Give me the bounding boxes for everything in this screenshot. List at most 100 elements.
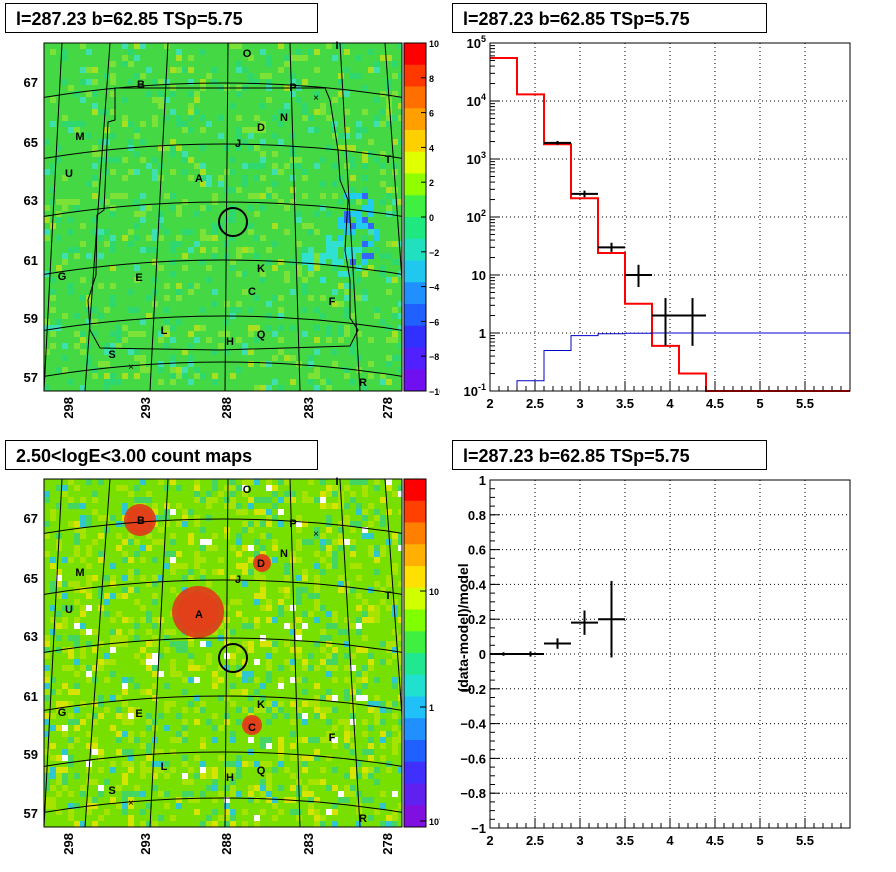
map-pixel — [380, 545, 386, 551]
map-pixel — [254, 127, 260, 133]
map-pixel — [320, 713, 326, 719]
map-pixel — [194, 485, 200, 491]
map-pixel — [104, 379, 110, 385]
map-pixel — [392, 139, 398, 145]
map-pixel — [296, 211, 302, 217]
map-pixel — [242, 617, 248, 623]
map-pixel — [290, 773, 296, 779]
map-pixel — [254, 797, 260, 803]
map-pixel — [80, 653, 86, 659]
map-pixel — [278, 337, 284, 343]
map-pixel — [338, 199, 344, 205]
map-pixel — [50, 49, 56, 55]
map-pixel — [212, 545, 218, 551]
map-pixel — [206, 659, 212, 665]
map-pixel — [350, 521, 356, 527]
map-pixel — [80, 665, 86, 671]
map-pixel — [392, 647, 398, 653]
map-pixel — [386, 707, 392, 713]
map-pixel — [170, 109, 176, 115]
map-pixel — [86, 551, 92, 557]
map-pixel — [356, 295, 362, 301]
map-pixel — [284, 205, 290, 211]
map-pixel — [272, 379, 278, 385]
map-pixel — [368, 749, 374, 755]
colorbar-segment — [404, 347, 426, 370]
map-pixel — [314, 821, 320, 827]
map-pixel — [116, 635, 122, 641]
map-pixel — [86, 343, 92, 349]
map-pixel — [350, 527, 356, 533]
map-pixel — [272, 815, 278, 821]
map-pixel — [332, 265, 338, 271]
map-pixel — [104, 373, 110, 379]
longitude-line — [384, 43, 402, 287]
map-pixel — [182, 121, 188, 127]
x-tick-label: 2 — [486, 833, 493, 848]
map-pixel — [44, 635, 50, 641]
map-pixel — [344, 373, 350, 379]
map-pixel — [392, 163, 398, 169]
map-pixel — [170, 337, 176, 343]
map-pixel — [170, 259, 176, 265]
map-pixel — [242, 343, 248, 349]
map-pixel — [386, 379, 392, 385]
map-pixel — [362, 163, 368, 169]
map-pixel — [332, 97, 338, 103]
map-pixel — [338, 145, 344, 151]
map-pixel — [290, 355, 296, 361]
map-pixel — [104, 599, 110, 605]
map-pixel — [260, 551, 266, 557]
map-pixel — [110, 767, 116, 773]
map-pixel — [248, 325, 254, 331]
map-pixel — [308, 803, 314, 809]
map-pixel — [332, 611, 338, 617]
map-pixel — [254, 593, 260, 599]
map-pixel — [356, 211, 362, 217]
map-pixel — [326, 325, 332, 331]
map-pixel — [266, 259, 272, 265]
map-pixel — [104, 157, 110, 163]
map-pixel — [368, 665, 374, 671]
source-label-H: H — [226, 336, 234, 348]
map-pixel — [302, 253, 308, 259]
map-pixel — [158, 575, 164, 581]
map-pixel — [386, 731, 392, 737]
map-pixel — [44, 217, 50, 223]
map-pixel — [350, 349, 356, 355]
map-pixel — [140, 659, 146, 665]
map-pixel — [164, 791, 170, 797]
map-pixel — [350, 491, 356, 497]
map-pixel — [398, 355, 402, 361]
map-pixel — [152, 623, 158, 629]
map-pixel — [182, 755, 188, 761]
map-pixel — [350, 379, 356, 385]
map-pixel — [362, 151, 368, 157]
map-pixel — [86, 563, 92, 569]
map-pixel — [260, 73, 266, 79]
map-pixel — [188, 247, 194, 253]
longitude-line — [289, 43, 301, 391]
map-pixel — [116, 611, 122, 617]
map-pixel — [98, 109, 104, 115]
map-pixel — [284, 277, 290, 283]
target-circle — [218, 643, 248, 673]
map-pixel — [356, 629, 362, 635]
map-pixel — [302, 103, 308, 109]
map-pixel — [284, 641, 290, 647]
map-pixel — [242, 671, 248, 677]
map-pixel — [314, 683, 320, 689]
map-pixel — [62, 773, 68, 779]
map-pixel — [92, 629, 98, 635]
map-pixel — [92, 103, 98, 109]
map-pixel — [104, 809, 110, 815]
map-pixel — [296, 545, 302, 551]
map-pixel — [218, 181, 224, 187]
map-pixel — [86, 713, 92, 719]
map-pixel — [254, 115, 260, 121]
map-pixel — [146, 755, 152, 761]
map-pixel — [260, 791, 266, 797]
map-pixel — [260, 521, 266, 527]
map-pixel — [284, 163, 290, 169]
map-pixel — [74, 821, 80, 827]
